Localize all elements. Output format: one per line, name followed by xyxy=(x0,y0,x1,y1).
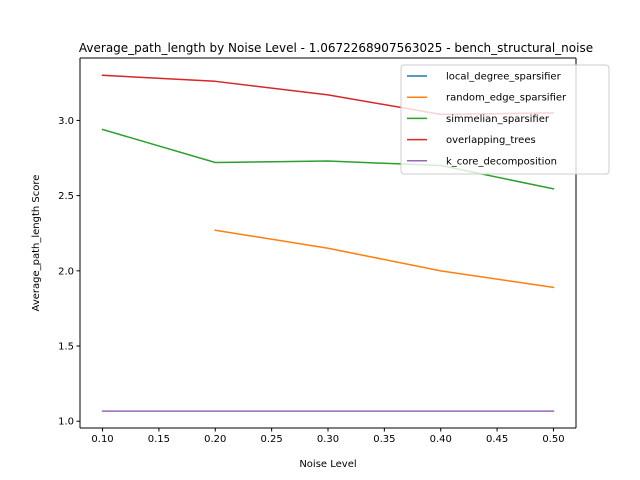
x-tick-label: 0.10 xyxy=(91,434,113,445)
legend-label: overlapping_trees xyxy=(446,135,536,146)
legend-label: simmelian_sparsifier xyxy=(446,114,550,125)
legend-label: local_degree_sparsifier xyxy=(446,72,562,83)
y-tick-label: 3.0 xyxy=(58,116,74,127)
y-tick-label: 2.0 xyxy=(58,266,74,277)
x-tick-label: 0.45 xyxy=(486,434,508,445)
chart-title: Average_path_length by Noise Level - 1.0… xyxy=(79,41,593,55)
x-tick-label: 0.40 xyxy=(430,434,452,445)
legend-frame xyxy=(400,64,610,175)
legend: local_degree_sparsifier random_edge_spars… xyxy=(400,64,610,175)
x-tick-label: 0.35 xyxy=(373,434,395,445)
series-line-random-edge-sparsifier xyxy=(214,229,555,289)
x-tick-label: 0.50 xyxy=(542,434,564,445)
y-tick-label: 2.5 xyxy=(58,191,74,202)
y-axis: 1.0 1.5 2.0 2.5 3.0 xyxy=(58,116,80,428)
y-axis-label: Average_path_length Score xyxy=(31,175,42,312)
y-tick-label: 1.0 xyxy=(58,417,74,428)
x-tick-label: 0.15 xyxy=(148,434,170,445)
x-axis-label: Noise Level xyxy=(299,459,356,470)
legend-label: k_core_decomposition xyxy=(446,156,557,167)
legend-label: random_edge_sparsifier xyxy=(446,93,567,104)
x-tick-label: 0.30 xyxy=(317,434,339,445)
x-tick-label: 0.25 xyxy=(261,434,283,445)
x-axis: 0.10 0.15 0.20 0.25 0.30 0.35 0.40 0.45 0.50 xyxy=(91,428,565,445)
y-tick-label: 1.5 xyxy=(58,342,74,353)
x-tick-label: 0.20 xyxy=(204,434,226,445)
